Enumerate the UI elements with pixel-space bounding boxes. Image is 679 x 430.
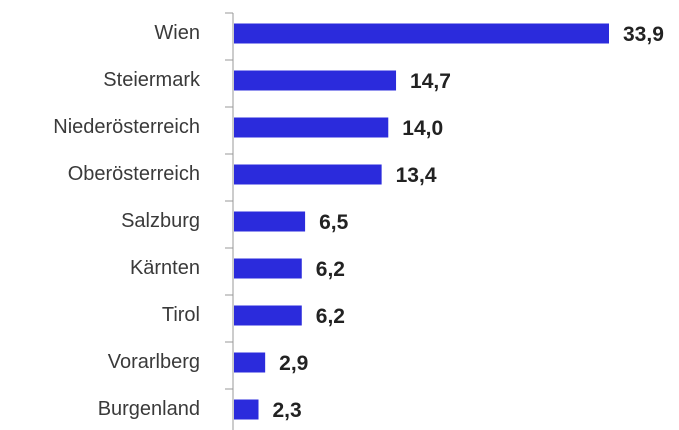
- category-label: Vorarlberg: [108, 351, 200, 373]
- value-label: 6,2: [316, 258, 345, 281]
- bar: [234, 117, 389, 138]
- value-label: 14,7: [410, 70, 451, 93]
- category-label: Burgenland: [98, 398, 200, 420]
- bar: [234, 164, 382, 185]
- value-label: 2,3: [273, 399, 302, 422]
- category-label: Salzburg: [121, 210, 200, 232]
- value-label: 6,2: [316, 305, 345, 328]
- value-label: 6,5: [319, 211, 349, 234]
- category-label: Kärnten: [130, 257, 200, 279]
- value-label: 13,4: [396, 164, 437, 187]
- bar: [234, 352, 266, 373]
- bar: [234, 23, 609, 44]
- category-label: Wien: [154, 22, 200, 44]
- bar: [234, 258, 302, 279]
- bar: [234, 70, 397, 91]
- value-label: 2,9: [279, 352, 308, 375]
- bar: [234, 399, 259, 420]
- category-label: Steiermark: [103, 69, 201, 91]
- bar: [234, 305, 302, 326]
- category-label: Niederösterreich: [53, 116, 200, 138]
- category-label: Tirol: [162, 304, 200, 326]
- value-label: 14,0: [402, 117, 443, 140]
- value-label: 33,9: [623, 23, 664, 46]
- bar: [234, 211, 306, 232]
- category-label: Oberösterreich: [68, 163, 200, 185]
